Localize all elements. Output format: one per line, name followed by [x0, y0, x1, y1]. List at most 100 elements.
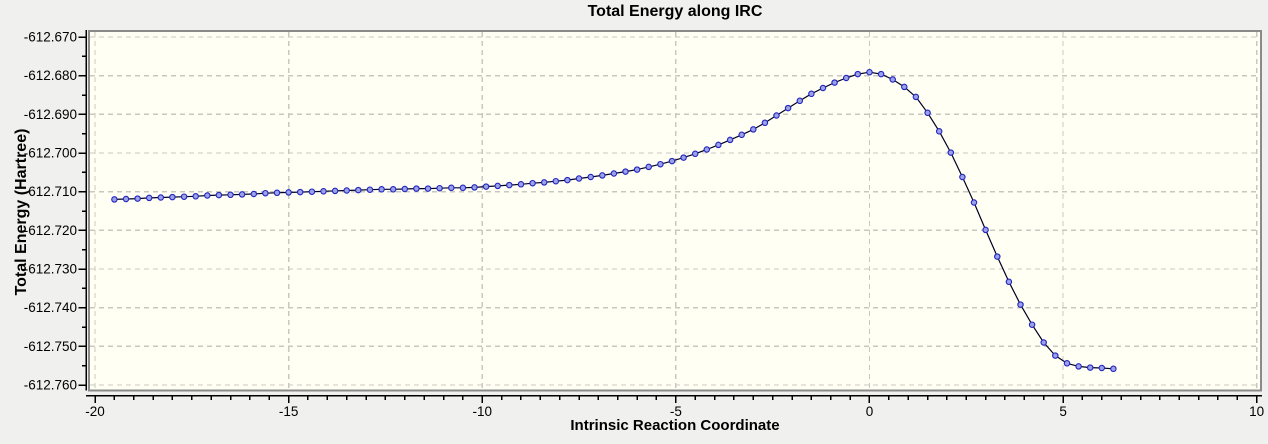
data-point-marker — [215, 191, 223, 199]
y-tick-label: -612.670 — [24, 30, 77, 45]
data-point-marker — [1052, 352, 1059, 359]
data-point-marker — [250, 190, 258, 198]
data-point-marker — [540, 179, 548, 186]
data-point-marker — [389, 186, 397, 193]
x-tick-label: -10 — [472, 404, 492, 419]
data-point-marker — [378, 186, 385, 193]
data-point-marker — [192, 193, 199, 200]
data-point-marker — [122, 195, 130, 203]
data-point-marker — [1086, 364, 1094, 371]
data-point-marker — [599, 172, 606, 179]
data-point-marker — [296, 188, 304, 196]
data-point-marker — [761, 119, 769, 127]
x-tick-label: -5 — [670, 404, 682, 419]
x-tick-label: 10 — [1249, 404, 1264, 419]
data-point-marker — [691, 150, 699, 158]
data-point-marker — [773, 112, 780, 119]
data-point-marker — [285, 189, 292, 196]
data-point-marker — [331, 187, 339, 195]
data-point-marker — [1075, 363, 1082, 370]
data-point-marker — [1028, 321, 1036, 328]
data-point-marker — [970, 199, 978, 206]
data-point-marker — [471, 184, 478, 191]
grid-lines — [90, 32, 1260, 390]
y-tick-label: -612.690 — [24, 107, 77, 122]
data-point-marker — [494, 182, 501, 190]
data-point-marker — [180, 193, 188, 200]
y-tick-label: -612.720 — [24, 223, 77, 238]
data-point-marker — [587, 173, 594, 181]
data-point-marker — [796, 97, 804, 105]
data-point-marker — [1110, 365, 1117, 373]
data-point-marker — [738, 131, 745, 139]
data-point-marker — [715, 141, 722, 149]
data-point-marker — [1063, 360, 1071, 367]
data-point-marker — [134, 195, 141, 202]
data-point-marker — [750, 126, 757, 133]
data-point-marker — [831, 79, 838, 86]
data-point-marker — [448, 184, 455, 192]
x-axis-title: Intrinsic Reaction Coordinate — [570, 417, 780, 434]
data-point-marker — [145, 194, 153, 202]
y-tick-label: -612.730 — [24, 262, 77, 277]
data-point-marker — [111, 196, 118, 203]
data-point-marker — [529, 179, 536, 187]
data-point-marker — [633, 166, 641, 173]
data-point-marker — [866, 68, 873, 76]
y-tick-label: -612.760 — [24, 378, 77, 393]
data-point-markers — [111, 68, 1117, 373]
data-point-marker — [506, 181, 513, 189]
data-point-marker — [668, 157, 676, 165]
data-point-marker — [227, 191, 234, 199]
data-point-marker — [459, 184, 467, 192]
data-point-marker — [784, 104, 792, 112]
data-point-marker — [889, 76, 896, 83]
x-tick-label: -20 — [85, 404, 105, 419]
data-point-marker — [680, 154, 687, 161]
y-tick-label: -612.750 — [24, 339, 77, 354]
data-point-marker — [726, 136, 734, 144]
x-tick-label: 0 — [866, 404, 874, 419]
y-tick-label: -612.710 — [24, 184, 77, 199]
data-point-marker — [413, 185, 420, 192]
data-point-marker — [1098, 364, 1106, 372]
data-point-marker — [959, 173, 966, 181]
y-tick-label: -612.700 — [24, 146, 77, 161]
data-point-marker — [401, 185, 409, 193]
x-tick-label: 5 — [1059, 404, 1067, 419]
chart-title: Total Energy along IRC — [587, 3, 763, 20]
data-point-marker — [552, 177, 560, 185]
data-point-marker — [1017, 301, 1024, 308]
data-point-marker — [157, 194, 165, 201]
data-point-marker — [575, 175, 583, 182]
data-point-marker — [947, 149, 955, 156]
data-point-marker — [645, 163, 652, 171]
data-point-marker — [924, 109, 931, 117]
data-point-marker — [273, 189, 281, 197]
data-point-marker — [238, 191, 246, 198]
data-point-marker — [482, 183, 490, 190]
data-point-marker — [842, 74, 850, 82]
data-point-marker — [343, 187, 350, 194]
data-point-marker — [610, 170, 618, 177]
data-point-marker — [994, 253, 1001, 260]
data-point-marker — [657, 160, 664, 168]
data-point-marker — [366, 186, 374, 193]
data-point-marker — [424, 185, 432, 192]
data-point-marker — [854, 70, 862, 78]
data-point-marker — [877, 70, 885, 78]
data-point-marker — [308, 188, 316, 195]
data-point-marker — [1005, 278, 1013, 286]
data-point-marker — [622, 168, 629, 175]
plot-background — [88, 30, 1262, 392]
data-point-marker — [808, 90, 815, 98]
data-point-marker — [1040, 339, 1047, 346]
data-point-marker — [901, 83, 908, 91]
data-point-marker — [436, 184, 443, 192]
data-point-marker — [169, 193, 176, 201]
data-point-marker — [935, 128, 943, 135]
x-tick-label: -15 — [279, 404, 299, 419]
data-point-marker — [517, 181, 525, 188]
data-point-marker — [204, 192, 211, 199]
